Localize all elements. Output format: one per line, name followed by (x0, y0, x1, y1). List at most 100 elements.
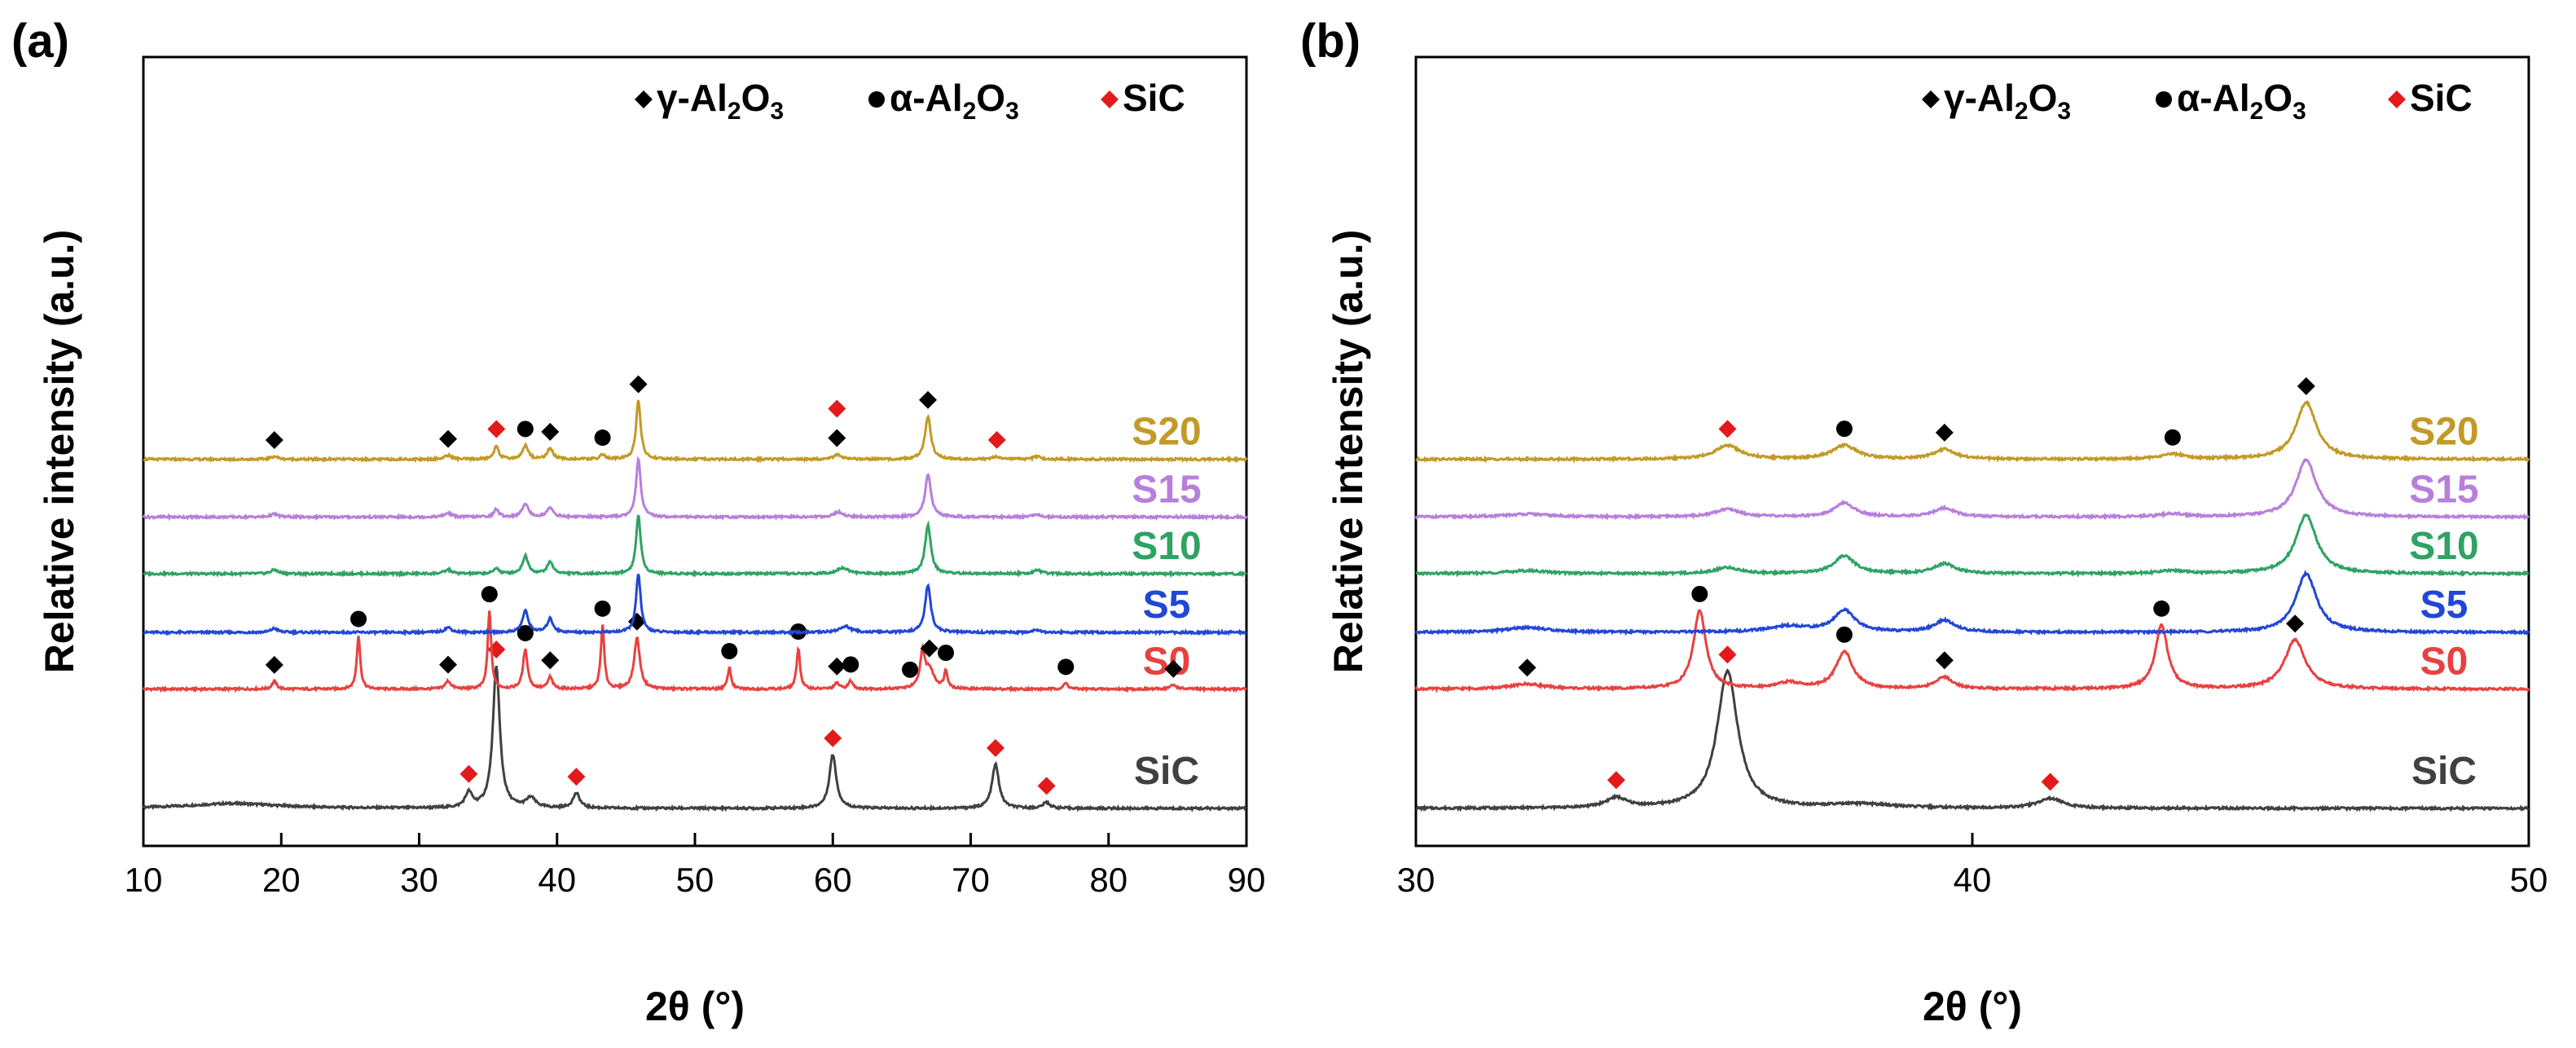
phase-marker (541, 422, 560, 441)
x-axis-label: 2θ (°) (645, 984, 745, 1029)
phase-marker (541, 651, 560, 670)
phase-marker (350, 610, 367, 627)
series-label: S5 (1143, 583, 1191, 627)
phase-marker (828, 399, 846, 418)
y-axis-label: Relative intensity (a.u.) (37, 230, 82, 674)
panel-label: (b) (1300, 15, 1361, 68)
series-label: S20 (2409, 411, 2478, 454)
series-line-s0 (142, 610, 1247, 694)
series-s10: S10 (1415, 513, 2530, 578)
series-s0: S0 (142, 586, 1247, 694)
series-s15: S15 (142, 456, 1248, 522)
phase-marker (567, 768, 586, 786)
legend-marker (1922, 90, 1940, 108)
phase-marker (828, 429, 846, 447)
series-label: SiC (2411, 750, 2477, 793)
phase-marker (487, 420, 506, 438)
series-s20: S20 (1415, 376, 2530, 464)
phase-legend: γ-Al2O3 α-Al2O3 SiC (1922, 77, 2473, 125)
phase-marker (439, 429, 458, 448)
series-s15: S15 (1414, 457, 2530, 521)
phase-marker (842, 656, 859, 673)
phase-marker (1164, 659, 1183, 678)
x-tick-label: 90 (1228, 861, 1266, 899)
series-sic: SiC (1415, 645, 2530, 813)
phase-marker (517, 624, 534, 641)
phase-legend: γ-Al2O3 α-Al2O3 SiC (635, 77, 1185, 125)
phase-marker (459, 764, 478, 783)
x-tick-label: 80 (1089, 861, 1128, 899)
phase-marker (594, 600, 611, 617)
series-s0: S0 (1414, 585, 2530, 694)
series-s20: S20 (143, 375, 1248, 464)
series-label: S0 (2420, 641, 2468, 684)
phase-marker (987, 430, 1006, 449)
phase-marker (902, 661, 919, 678)
phase-marker (1718, 645, 1737, 664)
phase-marker (721, 642, 738, 659)
series-line-s0 (1414, 609, 2530, 694)
phase-marker (1835, 626, 1853, 643)
phase-marker (919, 390, 938, 409)
legend-marker (635, 90, 653, 108)
legend-marker (1101, 90, 1119, 108)
x-tick-label: 50 (676, 861, 714, 899)
series-label: S10 (2409, 525, 2478, 568)
series-label: S20 (1132, 411, 1201, 454)
phase-marker (629, 375, 648, 394)
phase-marker (265, 430, 284, 449)
series-label: S15 (1132, 468, 1201, 511)
phase-marker (2297, 376, 2315, 395)
x-axis-label: 2θ (°) (1923, 984, 2022, 1029)
phase-marker (481, 586, 498, 603)
series-line-s10 (1415, 513, 2530, 578)
phase-marker (2153, 600, 2170, 617)
series-line-sic (142, 665, 1247, 812)
phase-marker (828, 657, 846, 676)
legend-entry: γ-Al2O3 (657, 77, 784, 125)
series-s10: S10 (143, 514, 1248, 579)
phase-marker (2286, 614, 2305, 633)
series-s5: S5 (143, 574, 1247, 636)
phase-marker (938, 644, 955, 661)
phase-marker (2164, 429, 2181, 446)
phase-marker (1691, 585, 1708, 602)
legend-entry: SiC (1123, 77, 1185, 119)
y-axis-label: Relative intensity (a.u.) (1325, 230, 1371, 674)
phase-marker (2041, 773, 2059, 791)
x-tick-label: 40 (1954, 861, 1992, 899)
legend-entry: α-Al2O3 (2177, 77, 2306, 125)
x-tick-label: 30 (400, 861, 438, 899)
phase-marker (517, 421, 534, 438)
x-tick-label: 50 (2510, 861, 2548, 899)
series-s5: S5 (1414, 570, 2530, 636)
phase-marker (986, 738, 1004, 757)
phase-marker (920, 639, 939, 658)
phase-marker (1518, 658, 1536, 677)
series-label: S0 (1143, 641, 1191, 684)
legend-entry: SiC (2410, 77, 2473, 119)
phase-marker (1835, 421, 1853, 438)
x-tick-label: 40 (538, 861, 576, 899)
legend-marker (2388, 90, 2406, 108)
series-line-s10 (143, 514, 1248, 579)
phase-marker (594, 429, 611, 447)
series-sic: SiC (142, 640, 1247, 812)
x-tick-label: 60 (814, 861, 852, 899)
x-tick-label: 10 (125, 861, 163, 899)
phase-marker (1607, 771, 1625, 790)
series-line-s15 (142, 456, 1248, 522)
series-label: S5 (2420, 583, 2468, 627)
phase-marker (439, 655, 458, 674)
phase-marker (1935, 423, 1954, 442)
phase-marker (1057, 658, 1075, 676)
phase-marker (1037, 777, 1056, 795)
legend-entry: α-Al2O3 (890, 77, 1019, 125)
series-line-s15 (1414, 457, 2530, 521)
series-line-s5 (143, 574, 1247, 636)
phase-marker (1935, 651, 1954, 670)
x-tick-label: 30 (1397, 861, 1435, 899)
series-line-s20 (1415, 399, 2530, 464)
x-tick-label: 70 (952, 861, 990, 899)
series-label: SiC (1134, 750, 1199, 793)
